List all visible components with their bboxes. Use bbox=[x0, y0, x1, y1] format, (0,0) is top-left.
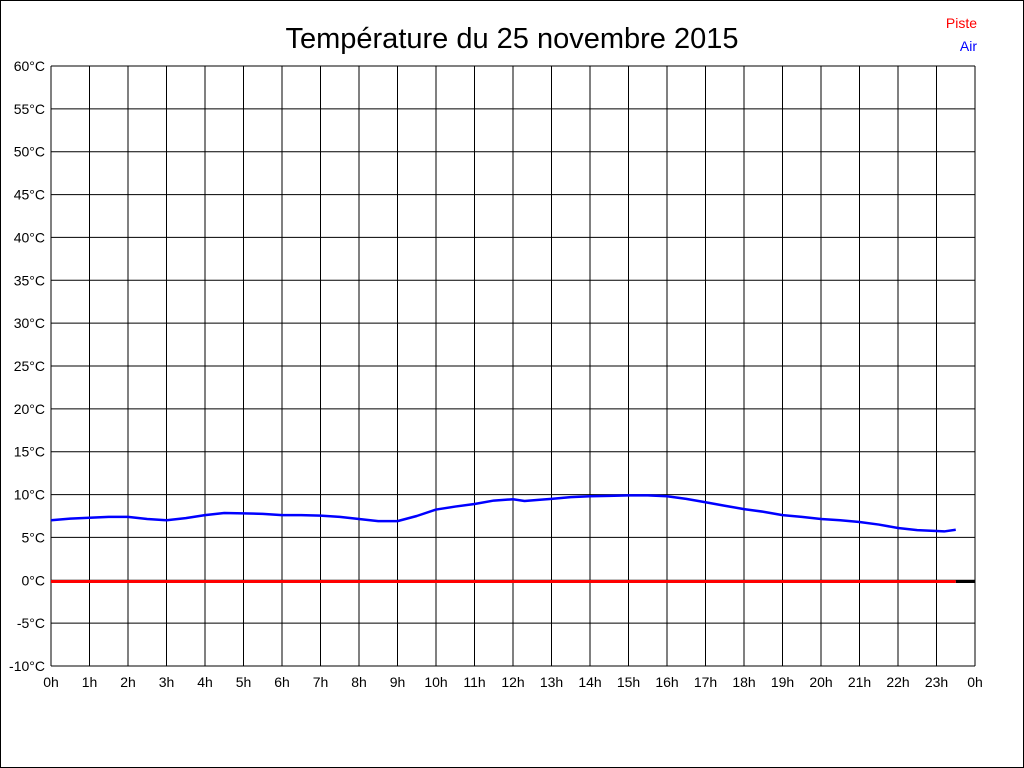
y-axis-tick-label: 55°C bbox=[14, 101, 45, 117]
y-axis-tick-label: -5°C bbox=[17, 615, 45, 631]
x-axis-tick-label: 16h bbox=[655, 674, 678, 690]
x-axis-tick-label: 10h bbox=[424, 674, 447, 690]
x-axis-tick-label: 6h bbox=[274, 674, 290, 690]
x-axis-tick-label: 12h bbox=[501, 674, 524, 690]
legend: Piste Air bbox=[946, 12, 977, 58]
y-axis-tick-label: 25°C bbox=[14, 358, 45, 374]
x-axis-tick-label: 9h bbox=[390, 674, 406, 690]
x-axis-tick-label: 11h bbox=[463, 674, 485, 690]
y-axis-tick-label: 0°C bbox=[22, 572, 46, 588]
y-axis-tick-label: 60°C bbox=[14, 58, 45, 74]
x-axis-tick-label: 1h bbox=[82, 674, 98, 690]
y-axis-tick-label: 10°C bbox=[14, 487, 45, 503]
x-axis-tick-label: 14h bbox=[578, 674, 601, 690]
x-axis-tick-label: 0h bbox=[967, 674, 983, 690]
x-axis-tick-label: 7h bbox=[313, 674, 329, 690]
x-axis-tick-label: 18h bbox=[732, 674, 755, 690]
x-axis-tick-label: 3h bbox=[159, 674, 175, 690]
x-axis-tick-label: 15h bbox=[617, 674, 640, 690]
x-axis-tick-label: 4h bbox=[197, 674, 213, 690]
x-axis-tick-label: 21h bbox=[848, 674, 871, 690]
legend-item-air: Air bbox=[959, 38, 977, 54]
chart-title: Température du 25 novembre 2015 bbox=[285, 23, 739, 55]
y-axis-tick-label: 30°C bbox=[14, 315, 45, 331]
y-axis-tick-label: 50°C bbox=[14, 144, 45, 160]
x-axis-tick-label: 5h bbox=[236, 674, 252, 690]
y-axis-tick-label: 35°C bbox=[14, 272, 45, 288]
x-axis-tick-label: 8h bbox=[351, 674, 367, 690]
x-axis-tick-label: 13h bbox=[540, 674, 563, 690]
air-line bbox=[50, 494, 956, 533]
y-axis-tick-label: 20°C bbox=[14, 401, 45, 417]
x-axis-tick-label: 22h bbox=[886, 674, 909, 690]
x-axis-tick-label: 2h bbox=[120, 674, 136, 690]
y-axis-tick-label: 5°C bbox=[22, 529, 46, 545]
x-axis-tick-label: 23h bbox=[925, 674, 948, 690]
x-axis-tick-label: 19h bbox=[771, 674, 794, 690]
y-axis-tick-label: -10°C bbox=[9, 658, 45, 674]
x-axis-tick-label: 17h bbox=[694, 674, 717, 690]
legend-item-piste: Piste bbox=[945, 15, 977, 31]
y-axis-tick-label: 40°C bbox=[14, 229, 45, 245]
y-axis-tick-label: 45°C bbox=[14, 187, 45, 203]
y-axis-tick-label: 15°C bbox=[14, 444, 45, 460]
x-axis-tick-label: 20h bbox=[809, 674, 832, 690]
x-axis-tick-label: 0h bbox=[43, 674, 59, 690]
